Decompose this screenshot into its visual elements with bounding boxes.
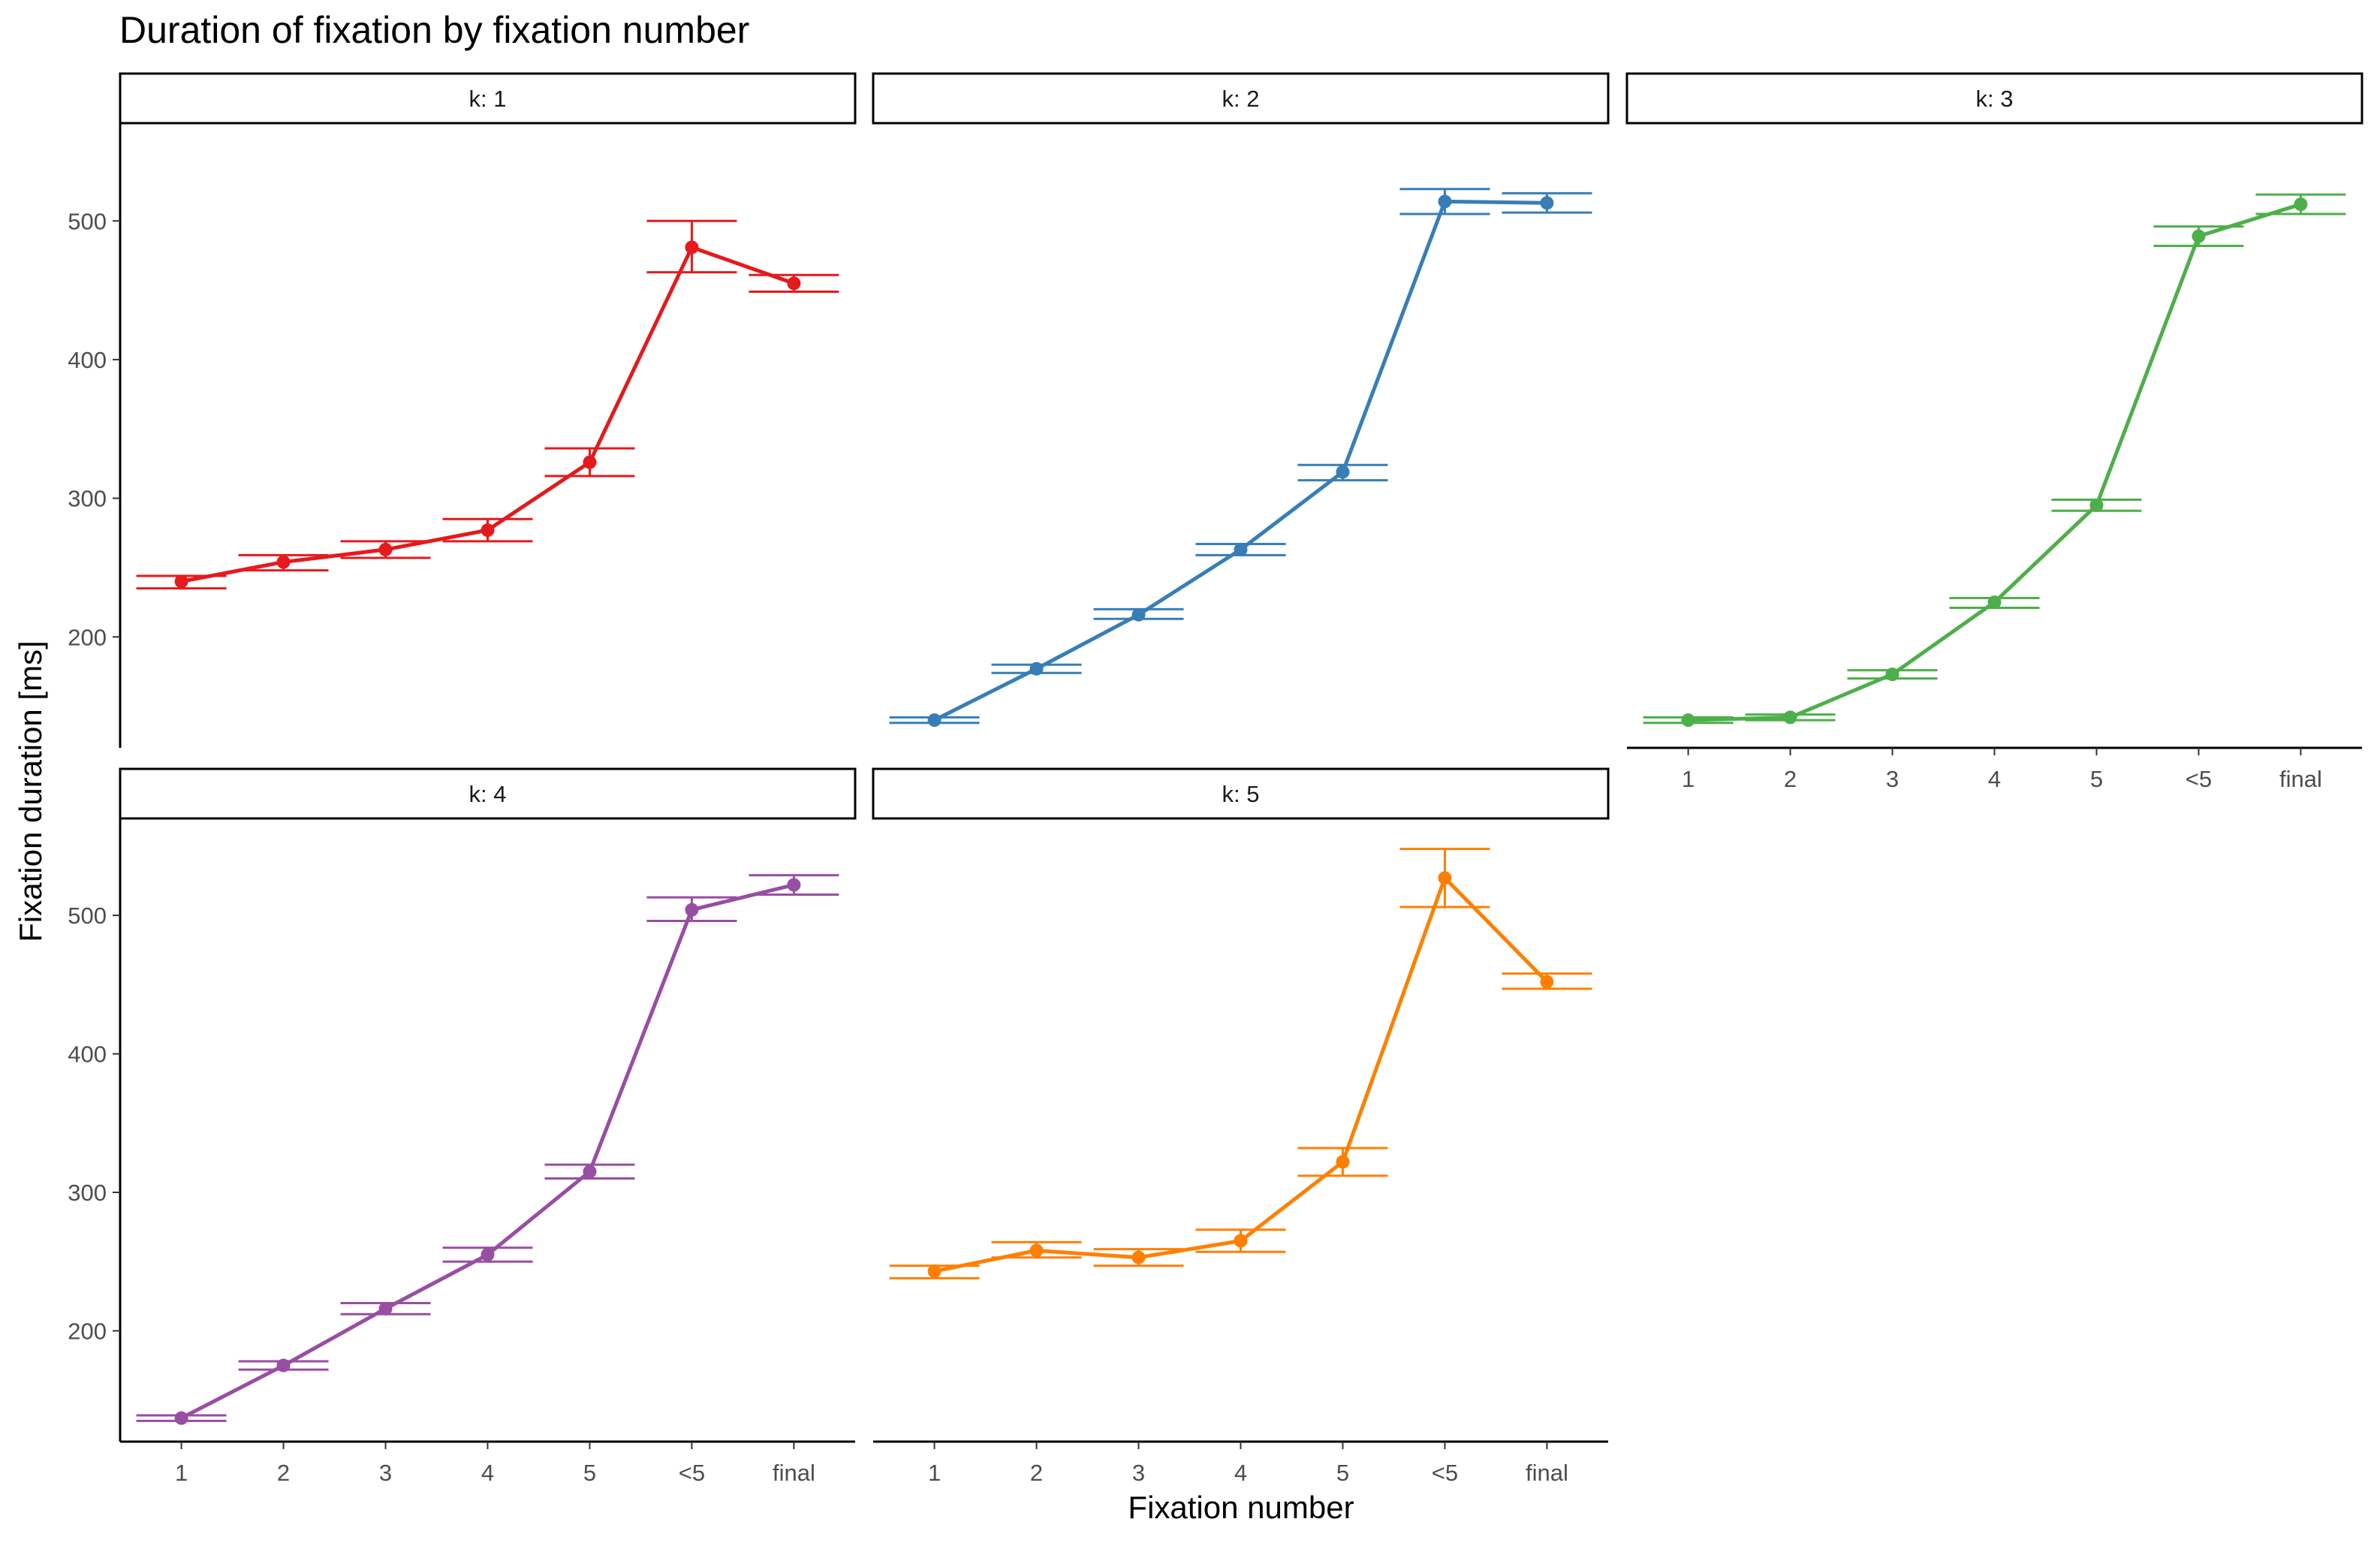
data-point <box>174 1411 188 1425</box>
data-point <box>1540 196 1554 210</box>
data-point <box>1681 713 1695 728</box>
data-point <box>378 1301 393 1315</box>
x-tick-label: 1 <box>175 1460 188 1486</box>
x-tick-label: 2 <box>1030 1460 1043 1486</box>
data-point <box>2089 498 2104 512</box>
x-tick-label: 2 <box>277 1460 290 1486</box>
chart-title: Duration of fixation by fixation number <box>119 9 749 51</box>
data-point <box>174 574 188 589</box>
data-point <box>276 555 291 569</box>
x-tick-label: <5 <box>1432 1460 1458 1486</box>
y-tick-label: 500 <box>68 903 107 929</box>
x-tick-label: <5 <box>679 1460 705 1486</box>
data-point <box>1336 465 1350 479</box>
x-tick-label: 4 <box>1988 766 2001 792</box>
data-point <box>481 523 495 538</box>
series-line <box>932 875 1549 1273</box>
data-point <box>1987 595 2002 610</box>
facet-strip-label-5: k: 5 <box>1222 781 1260 807</box>
facet-strip-label-4: k: 4 <box>469 781 507 807</box>
panel-5: k: 5 1 2 3 4 5 <5 final <box>872 767 1610 1486</box>
data-point <box>927 1264 941 1279</box>
x-tick-label: 4 <box>1234 1460 1247 1486</box>
data-point <box>276 1358 291 1373</box>
data-point <box>1131 1250 1146 1264</box>
panel-4: k: 4 200 300 400 500 1 2 3 4 5 <5 final <box>68 767 857 1486</box>
x-tick-label: 3 <box>379 1460 392 1486</box>
data-point <box>2192 229 2206 243</box>
facet-strip-label-1: k: 1 <box>469 86 507 112</box>
series-line <box>1686 202 2303 722</box>
panel-2: k: 2 <box>872 72 1610 728</box>
x-tick-label: 1 <box>928 1460 941 1486</box>
data-point <box>685 240 699 255</box>
data-point <box>685 903 699 917</box>
data-point <box>583 455 597 469</box>
x-tick-label: final <box>773 1460 815 1486</box>
facet-strip-4 <box>119 767 857 820</box>
panel-3: k: 3 1 2 3 4 5 <5 final <box>1625 72 2363 792</box>
data-point <box>1783 710 1797 725</box>
data-point <box>1131 607 1146 622</box>
panel-1: k: 1 200 300 400 500 <box>68 72 857 748</box>
x-tick-label: 3 <box>1886 766 1899 792</box>
data-point <box>378 542 393 556</box>
x-tick-label: <5 <box>2186 766 2212 792</box>
data-point <box>1336 1155 1350 1169</box>
y-tick-label: 400 <box>68 1041 107 1068</box>
x-tick-label: final <box>1526 1460 1568 1486</box>
data-point <box>1234 1234 1248 1248</box>
y-tick-label: 200 <box>68 1318 107 1344</box>
facet-strip-2 <box>872 72 1610 125</box>
data-point <box>1029 1243 1044 1258</box>
facet-strip-label-2: k: 2 <box>1222 86 1260 112</box>
data-point <box>927 713 941 728</box>
x-tick-label: 4 <box>481 1460 494 1486</box>
series-line <box>932 199 1549 722</box>
x-tick-label: 1 <box>1682 766 1695 792</box>
x-tick-label: 3 <box>1132 1460 1145 1486</box>
x-tick-label: 5 <box>1336 1460 1349 1486</box>
facet-strip-label-3: k: 3 <box>1976 86 2014 112</box>
facet-strip-1 <box>119 72 857 125</box>
y-tick-label: 200 <box>68 624 107 650</box>
data-point <box>481 1248 495 1261</box>
y-axis-label: Fixation duration [ms] <box>13 640 48 942</box>
data-point <box>1438 871 1452 885</box>
data-point <box>787 276 801 291</box>
series-line <box>179 883 796 1421</box>
y-tick-label: 500 <box>68 208 107 234</box>
data-point <box>1438 194 1452 209</box>
x-tick-label: 5 <box>2090 766 2103 792</box>
x-tick-label: 2 <box>1784 766 1797 792</box>
x-tick-label: final <box>2279 766 2322 792</box>
facet-strip-5 <box>872 767 1610 820</box>
data-point <box>1234 542 1248 556</box>
data-point <box>583 1165 597 1179</box>
y-tick-label: 300 <box>68 1180 107 1206</box>
y-tick-label: 300 <box>68 486 107 512</box>
x-tick-label: 5 <box>583 1460 596 1486</box>
data-point <box>1885 668 1899 682</box>
x-axis-label: Fixation number <box>1128 1490 1354 1525</box>
data-point <box>1540 975 1554 989</box>
data-point <box>1029 661 1044 676</box>
data-point <box>787 878 801 892</box>
facet-strip-3 <box>1625 72 2363 125</box>
y-tick-label: 400 <box>68 347 107 373</box>
data-point <box>2294 197 2308 212</box>
